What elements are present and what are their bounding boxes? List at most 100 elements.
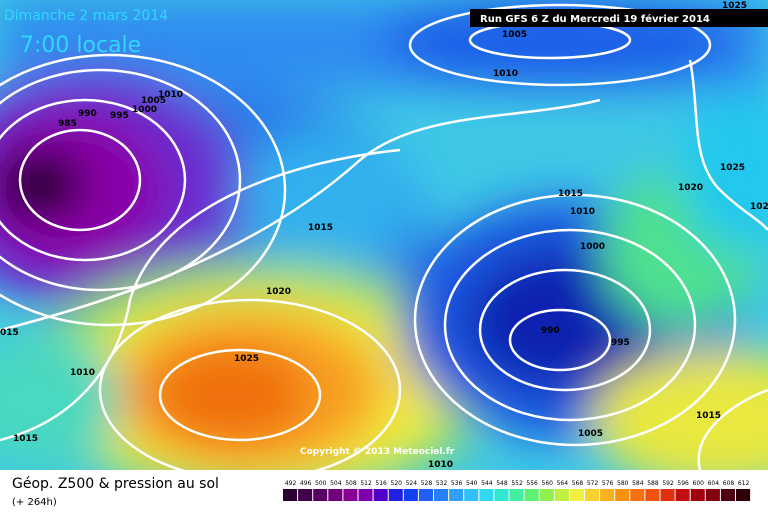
- scale-label: 596: [677, 480, 689, 487]
- isobar-label: 1025: [722, 1, 747, 11]
- scale-swatch: [313, 489, 328, 501]
- isobar-label: 1010: [158, 90, 183, 100]
- isobar-label: 995: [611, 338, 630, 348]
- scale-label: 612: [738, 480, 750, 487]
- scale-label: 600: [693, 480, 705, 487]
- scale-label: 608: [723, 480, 735, 487]
- scale-label: 536: [451, 480, 463, 487]
- scale-label: 552: [511, 480, 523, 487]
- scale-label: 580: [617, 480, 629, 487]
- isobar-label: 1010: [428, 460, 453, 470]
- scale-label: 504: [330, 480, 342, 487]
- isobar-label: 985: [58, 119, 77, 129]
- scale-label: 556: [526, 480, 538, 487]
- scale-swatch: [509, 489, 524, 501]
- isobar-label: 1010: [570, 207, 595, 217]
- isobar-label: 1005: [502, 30, 527, 40]
- isobar-label: 1025: [234, 354, 259, 364]
- scale-label: 528: [421, 480, 433, 487]
- run-banner: [470, 9, 768, 27]
- color-scale: 492 496 500 504 508 512 516 520 524 528 532 536 540 5…: [283, 480, 751, 501]
- isobar-label: 1010: [70, 368, 95, 378]
- scale-label: 532: [436, 480, 448, 487]
- scale-label: 500: [315, 480, 327, 487]
- isobar-label: 1025: [720, 163, 745, 173]
- scale-swatch: [464, 489, 479, 501]
- scale-swatch: [615, 489, 630, 501]
- scale-label: 604: [708, 480, 720, 487]
- scale-swatch: [328, 489, 343, 501]
- legend-subtitle: (+ 264h): [12, 497, 57, 508]
- scale-label: 548: [496, 480, 508, 487]
- scale-swatch: [434, 489, 449, 501]
- scale-swatch: [645, 489, 660, 501]
- scale-swatch: [524, 489, 539, 501]
- isobar-label: 1005: [578, 429, 603, 439]
- scale-swatch: [403, 489, 418, 501]
- scale-swatch: [585, 489, 600, 501]
- isobar-label: 1020: [678, 183, 703, 193]
- isobar-label: 1000: [132, 105, 157, 115]
- forecast-time: 7:00 locale: [20, 33, 141, 58]
- scale-swatch: [736, 489, 751, 501]
- scale-label: 576: [602, 480, 614, 487]
- forecast-date: Dimanche 2 mars 2014: [4, 8, 168, 24]
- isobar-label: 102: [750, 202, 768, 212]
- scale-swatch: [343, 489, 358, 501]
- scale-swatch: [479, 489, 494, 501]
- scale-label: 572: [587, 480, 599, 487]
- scale-swatch: [298, 489, 313, 501]
- isobar-labels: 1025100510101010100510009959909851015102…: [0, 1, 768, 470]
- scale-label: 568: [572, 480, 584, 487]
- scale-swatch: [690, 489, 705, 501]
- isobar-label: 1000: [580, 242, 605, 252]
- isobar-label: 015: [0, 328, 19, 338]
- isobar-label: 990: [78, 109, 97, 119]
- scale-swatch: [418, 489, 433, 501]
- scale-label: 584: [632, 480, 644, 487]
- scale-swatch: [449, 489, 464, 501]
- isobar-label: 995: [110, 111, 129, 121]
- isobar-label: 990: [541, 326, 560, 336]
- scale-label: 524: [406, 480, 418, 487]
- scale-label: 496: [300, 480, 312, 487]
- scale-swatch: [373, 489, 388, 501]
- scale-swatch: [660, 489, 675, 501]
- isobar-label: 1010: [493, 69, 518, 79]
- scale-label: 520: [391, 480, 403, 487]
- copyright: Copyright © 2013 Meteociel.fr: [300, 447, 455, 457]
- isobars: [0, 3, 768, 482]
- scale-swatch: [388, 489, 403, 501]
- scale-label: 492: [285, 480, 297, 487]
- scale-swatch: [720, 489, 735, 501]
- legend-title: Géop. Z500 & pression au sol: [12, 476, 219, 492]
- scale-swatch: [705, 489, 720, 501]
- isobar-label: 1015: [308, 223, 333, 233]
- scale-swatch: [494, 489, 509, 501]
- scale-swatch: [283, 489, 298, 501]
- scale-swatch: [675, 489, 690, 501]
- run-info: Run GFS 6 Z du Mercredi 19 février 2014: [480, 13, 710, 25]
- scale-swatch: [539, 489, 554, 501]
- scale-swatch: [358, 489, 373, 501]
- scale-swatch: [630, 489, 645, 501]
- scale-swatch: [554, 489, 569, 501]
- scale-label: 540: [466, 480, 478, 487]
- scale-label: 544: [481, 480, 493, 487]
- scale-label: 508: [345, 480, 357, 487]
- isobar-label: 1005: [141, 96, 166, 106]
- scale-label: 560: [542, 480, 554, 487]
- scale-label: 588: [647, 480, 659, 487]
- isobar-label: 1015: [558, 189, 583, 199]
- height-field: [0, 0, 768, 500]
- isobar-label: 1015: [696, 411, 721, 421]
- scale-label: 512: [360, 480, 372, 487]
- scale-swatch: [569, 489, 584, 501]
- scale-label: 564: [557, 480, 569, 487]
- scale-label: 592: [662, 480, 674, 487]
- scale-label: 516: [375, 480, 387, 487]
- scale-swatch: [600, 489, 615, 501]
- isobar-label: 1020: [266, 287, 291, 297]
- isobar-label: 1015: [13, 434, 38, 444]
